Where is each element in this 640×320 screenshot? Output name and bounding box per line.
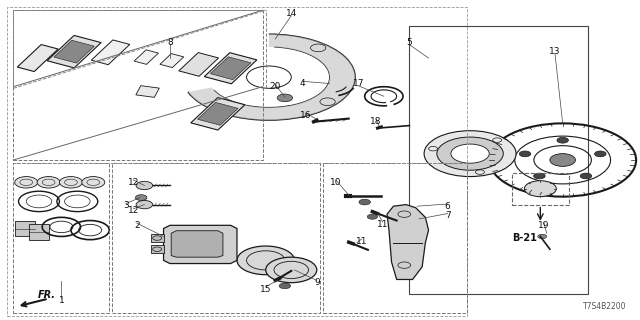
Circle shape xyxy=(359,199,371,205)
Text: 15: 15 xyxy=(260,284,271,293)
Circle shape xyxy=(277,94,292,102)
Bar xyxy=(151,234,164,242)
Text: 16: 16 xyxy=(300,111,312,120)
Bar xyxy=(29,224,49,240)
Circle shape xyxy=(437,137,503,170)
Bar xyxy=(136,86,159,97)
Text: 13: 13 xyxy=(549,47,561,56)
Circle shape xyxy=(580,173,592,179)
Circle shape xyxy=(136,181,153,190)
Circle shape xyxy=(37,177,60,188)
Circle shape xyxy=(60,177,83,188)
Text: 9: 9 xyxy=(314,278,320,287)
Text: 14: 14 xyxy=(285,9,297,18)
Circle shape xyxy=(15,177,38,188)
Text: 17: 17 xyxy=(353,79,364,88)
Circle shape xyxy=(451,144,489,163)
Polygon shape xyxy=(188,34,355,120)
Text: 12: 12 xyxy=(128,206,140,215)
Text: T7S4B2200: T7S4B2200 xyxy=(583,302,627,311)
Bar xyxy=(198,102,238,125)
Polygon shape xyxy=(387,204,429,279)
Text: 4: 4 xyxy=(300,79,305,88)
Bar xyxy=(410,26,588,294)
Circle shape xyxy=(136,195,147,200)
Circle shape xyxy=(534,173,545,179)
Polygon shape xyxy=(164,225,237,264)
Circle shape xyxy=(519,151,531,157)
Text: FR.: FR. xyxy=(38,290,56,300)
Text: 7: 7 xyxy=(445,211,451,220)
Text: 8: 8 xyxy=(167,38,173,47)
Text: 3: 3 xyxy=(123,201,129,210)
Text: 11: 11 xyxy=(356,237,367,246)
Text: 18: 18 xyxy=(371,116,382,126)
Circle shape xyxy=(82,177,105,188)
Text: 1: 1 xyxy=(58,296,64,305)
Text: 2: 2 xyxy=(134,221,140,230)
Bar xyxy=(92,40,130,65)
Text: 19: 19 xyxy=(538,221,549,230)
Text: 6: 6 xyxy=(445,202,451,211)
Circle shape xyxy=(237,246,294,275)
Text: 11: 11 xyxy=(377,220,388,229)
Bar xyxy=(15,220,35,236)
Circle shape xyxy=(266,257,317,283)
Circle shape xyxy=(524,181,556,197)
Bar xyxy=(179,52,218,76)
Circle shape xyxy=(595,151,606,157)
Bar xyxy=(211,57,251,80)
Circle shape xyxy=(424,131,516,177)
Bar xyxy=(134,50,159,64)
Text: 20: 20 xyxy=(269,82,281,91)
Bar xyxy=(160,54,184,68)
Circle shape xyxy=(557,137,568,143)
Text: 10: 10 xyxy=(330,178,342,187)
Text: B-21: B-21 xyxy=(512,233,537,243)
Bar xyxy=(47,36,101,68)
Circle shape xyxy=(367,214,378,219)
Circle shape xyxy=(538,234,547,239)
Bar xyxy=(191,98,245,130)
Circle shape xyxy=(279,283,291,289)
Text: 5: 5 xyxy=(406,38,412,47)
Polygon shape xyxy=(172,231,223,257)
Bar xyxy=(204,53,257,84)
Circle shape xyxy=(136,200,153,209)
Bar xyxy=(54,40,95,63)
Circle shape xyxy=(550,154,575,166)
Bar xyxy=(151,245,164,253)
Bar xyxy=(17,44,58,72)
Text: 12: 12 xyxy=(128,178,140,187)
